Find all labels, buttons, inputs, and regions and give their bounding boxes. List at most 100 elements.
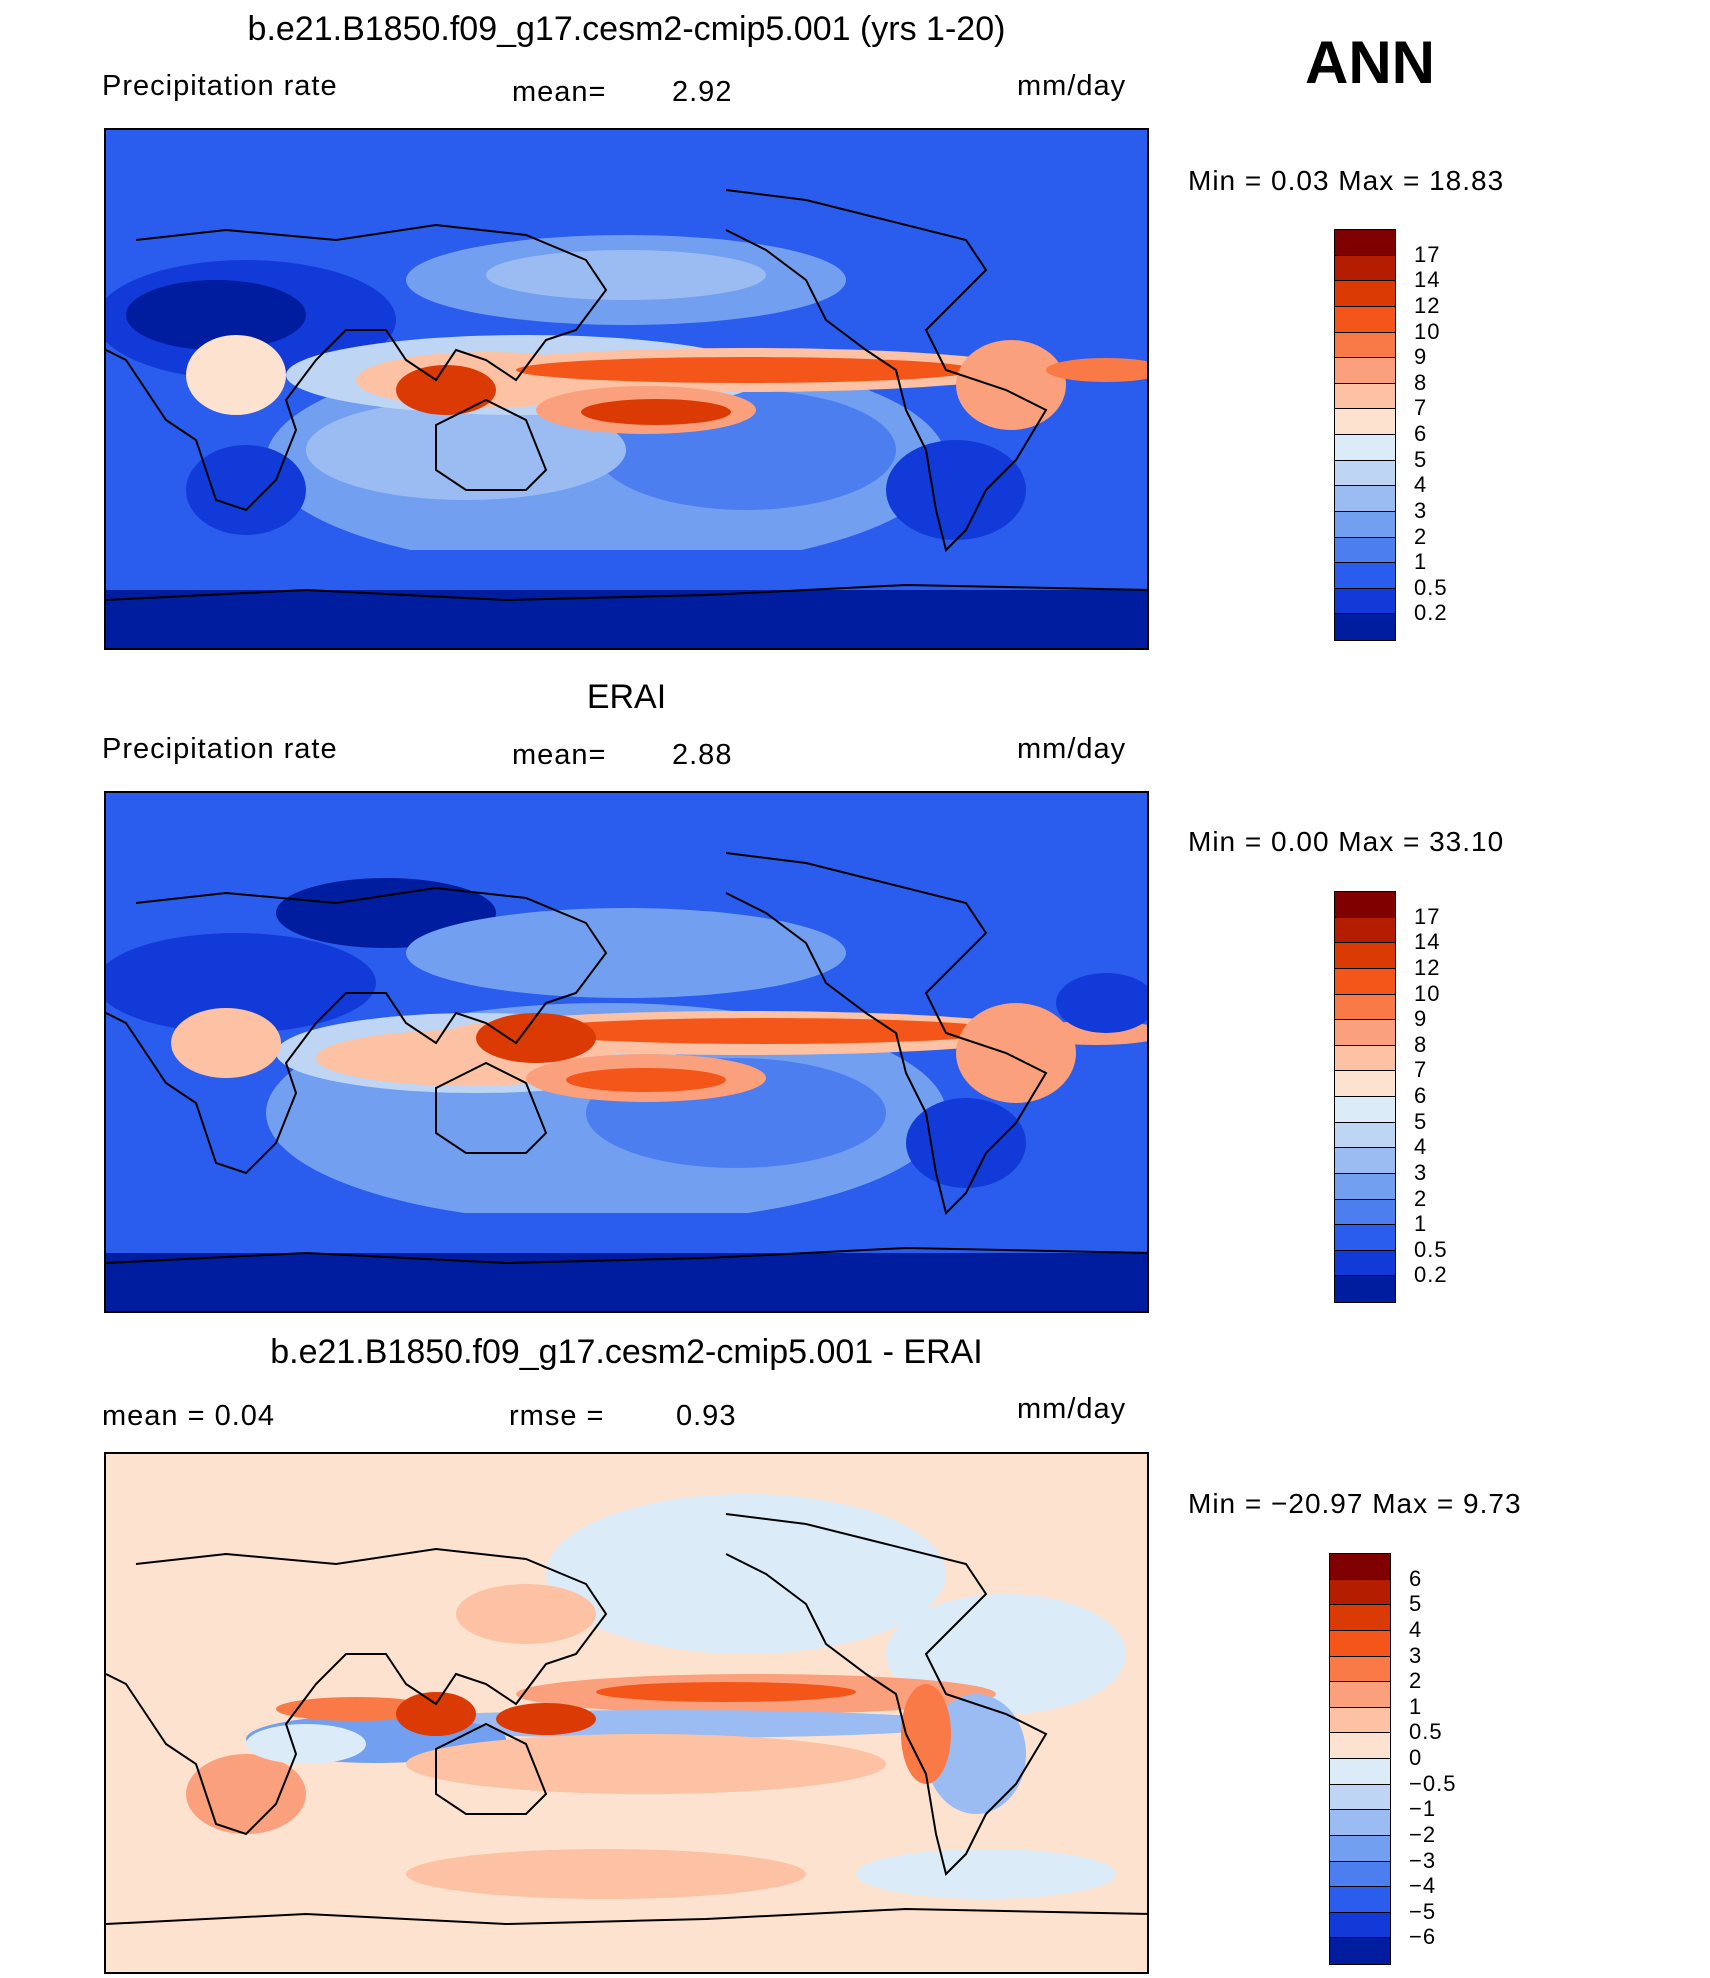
colorbar-model-swatch xyxy=(1335,614,1395,640)
colorbar-diff-swatch xyxy=(1330,1733,1390,1759)
colorbar-diff-tick-label: 6 xyxy=(1409,1565,1423,1591)
season-label: ANN xyxy=(1305,29,1435,96)
colorbar-model: 17 14 12 10 9 8 7 6 5 4 3 2 1 0.5 0.2 xyxy=(1334,229,1464,641)
colorbar-model-swatch xyxy=(1335,358,1395,384)
colorbar-model-swatch xyxy=(1335,255,1395,282)
colorbar-diff-tick-label: −3 xyxy=(1409,1847,1437,1873)
minmax-obs: Min = 0.00 Max = 33.10 xyxy=(1188,826,1505,857)
colorbar-obs-swatch xyxy=(1335,1020,1395,1046)
colorbar-model-tick-label: 12 xyxy=(1414,292,1441,318)
colorbar-model-tick-label: 1 xyxy=(1414,549,1428,575)
colorbar-obs-swatch xyxy=(1335,1173,1395,1200)
map-diff-field xyxy=(106,1454,1147,1972)
panel-rmse-value-diff: 0.93 xyxy=(676,1400,737,1432)
colorbar-model-tick-label: 4 xyxy=(1414,472,1428,498)
colorbar-model-tick-label: 0.2 xyxy=(1414,600,1448,626)
map-model xyxy=(104,128,1149,650)
colorbar-obs-tick-label: 17 xyxy=(1414,903,1441,929)
colorbar-obs-swatch xyxy=(1335,1199,1395,1226)
colorbar-diff-swatch xyxy=(1330,1810,1390,1836)
colorbar-model-tick-label: 17 xyxy=(1414,241,1441,267)
panel-mean-diff: mean = 0.04 xyxy=(102,1400,276,1432)
colorbar-model-tick-label: 6 xyxy=(1414,421,1428,446)
panel-title-diff: b.e21.B1850.f09_g17.cesm2-cmip5.001 - ER… xyxy=(270,1333,983,1371)
colorbar-model-swatch xyxy=(1335,460,1395,487)
colorbar-obs-tick-label: 7 xyxy=(1414,1057,1428,1083)
colorbar-model-swatch xyxy=(1335,435,1395,461)
colorbar-obs-swatch xyxy=(1335,968,1395,995)
colorbar-obs-swatch xyxy=(1335,1071,1395,1097)
panel-units-obs: mm/day xyxy=(1017,733,1127,765)
map-obs-field xyxy=(106,793,1147,1311)
colorbar-diff-tick-label: −6 xyxy=(1409,1924,1437,1950)
colorbar-obs-swatch xyxy=(1335,1148,1395,1174)
colorbar-obs-tick-label: 14 xyxy=(1414,929,1441,955)
colorbar-model-swatch xyxy=(1335,281,1395,307)
panel-mean-value-obs: 2.88 xyxy=(672,739,733,771)
colorbar-model-swatch xyxy=(1335,486,1395,512)
colorbar-model-tick-label: 3 xyxy=(1414,497,1428,523)
colorbar-diff-tick-label: −5 xyxy=(1409,1898,1437,1924)
colorbar-diff-tick-label: −1 xyxy=(1409,1796,1437,1822)
colorbar-obs-swatch xyxy=(1335,943,1395,969)
colorbar-diff-tick-label: 5 xyxy=(1409,1591,1423,1617)
colorbar-diff-swatch xyxy=(1330,1630,1390,1657)
colorbar-diff-swatch xyxy=(1330,1861,1390,1888)
colorbar-model-swatch xyxy=(1335,383,1395,410)
colorbar-obs-tick-label: 6 xyxy=(1414,1083,1428,1108)
panel-mean-label-obs: mean= xyxy=(512,739,607,771)
panel-units-model: mm/day xyxy=(1017,70,1127,102)
colorbar-model-tick-label: 5 xyxy=(1414,446,1428,472)
colorbar-diff-tick-label: −2 xyxy=(1409,1821,1437,1847)
colorbar-model-tick-label: 7 xyxy=(1414,395,1428,421)
colorbar-obs-tick-label: 4 xyxy=(1414,1134,1428,1160)
panel-title-obs: ERAI xyxy=(586,678,667,716)
colorbar-model-tick-label: 14 xyxy=(1414,267,1441,293)
colorbar-obs-swatches xyxy=(1334,891,1396,1303)
colorbar-diff-swatch xyxy=(1330,1784,1390,1811)
panel-mean-value-model: 2.92 xyxy=(672,76,733,108)
colorbar-diff-swatch xyxy=(1330,1759,1390,1785)
colorbar-obs-tick-label: 9 xyxy=(1414,1006,1428,1032)
colorbar-diff-swatch xyxy=(1330,1835,1390,1862)
colorbar-model-swatch xyxy=(1335,563,1395,589)
colorbar-diff-swatch xyxy=(1330,1707,1390,1734)
panel-units-diff: mm/day xyxy=(1017,1393,1127,1425)
colorbar-diff-swatch xyxy=(1330,1887,1390,1913)
colorbar-obs-tick-label: 3 xyxy=(1414,1159,1428,1185)
colorbar-diff-swatch xyxy=(1330,1912,1390,1939)
panel-title-model: b.e21.B1850.f09_g17.cesm2-cmip5.001 (yrs… xyxy=(247,10,1006,48)
panel-mean-label-model: mean= xyxy=(512,76,607,108)
colorbar-diff-tick-label: 3 xyxy=(1409,1642,1423,1668)
colorbar-model-swatch xyxy=(1335,511,1395,538)
colorbar-model-swatch xyxy=(1335,588,1395,615)
colorbar-obs-swatch xyxy=(1335,1097,1395,1123)
colorbar-obs-tick-label: 0.5 xyxy=(1414,1236,1448,1262)
colorbar-diff-swatch xyxy=(1330,1579,1390,1606)
colorbar-model-swatch xyxy=(1335,230,1395,256)
colorbar-obs: 17 14 12 10 9 8 7 6 5 4 3 2 1 0.5 0.2 xyxy=(1334,891,1464,1303)
map-model-field xyxy=(106,130,1147,648)
colorbar-model-tick-label: 8 xyxy=(1414,369,1428,395)
colorbar-diff-swatches xyxy=(1329,1553,1391,1965)
colorbar-model-swatches xyxy=(1334,229,1396,641)
map-obs xyxy=(104,791,1149,1313)
colorbar-obs-swatch xyxy=(1335,1276,1395,1302)
colorbar-obs-tick-label: 12 xyxy=(1414,954,1441,980)
colorbar-diff-tick-label: 1 xyxy=(1409,1693,1423,1719)
colorbar-diff-swatch xyxy=(1330,1938,1390,1964)
colorbar-model-swatch xyxy=(1335,409,1395,435)
colorbar-model-tick-label: 2 xyxy=(1414,523,1428,549)
colorbar-obs-tick-label: 1 xyxy=(1414,1211,1428,1237)
minmax-model: Min = 0.03 Max = 18.83 xyxy=(1188,165,1505,196)
colorbar-diff: 6 5 4 3 2 1 0.5 0 −0.5 −1 −2 −3 −4 −5 −6 xyxy=(1329,1553,1464,1965)
colorbar-diff-tick-label: 0 xyxy=(1409,1745,1423,1770)
panel-variable-model: Precipitation rate xyxy=(102,70,338,102)
colorbar-obs-tick-label: 0.2 xyxy=(1414,1262,1448,1288)
colorbar-diff-tick-label: 4 xyxy=(1409,1616,1423,1642)
minmax-diff: Min = −20.97 Max = 9.73 xyxy=(1188,1488,1522,1519)
colorbar-model-swatch xyxy=(1335,332,1395,359)
colorbar-obs-tick-label: 2 xyxy=(1414,1185,1428,1211)
colorbar-diff-tick-label: −0.5 xyxy=(1409,1770,1457,1796)
colorbar-model-tick-label: 9 xyxy=(1414,344,1428,370)
